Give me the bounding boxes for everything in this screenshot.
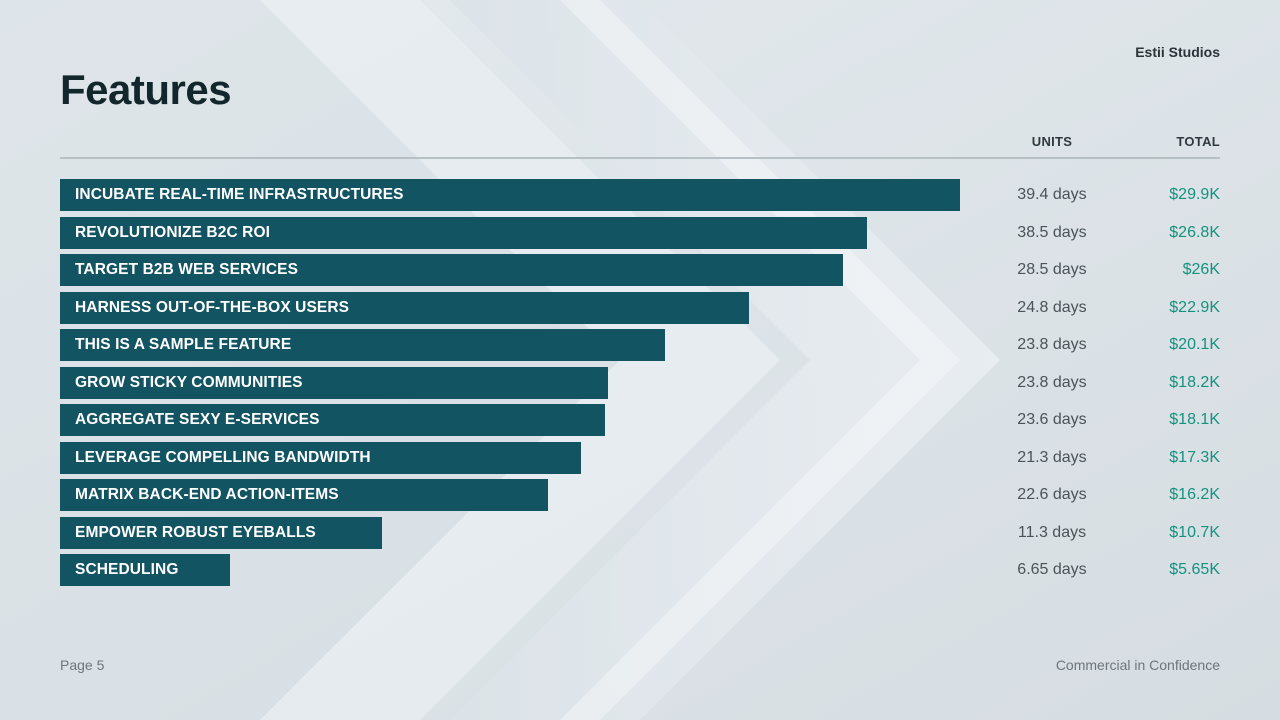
bar-row: Incubate real-time infrastructures 39.4 d…: [0, 179, 1280, 211]
total-value: $20.1K: [1169, 336, 1220, 353]
bar-label: Aggregate sexy e-services: [75, 411, 320, 428]
bar: [60, 329, 665, 361]
total-value: $17.3K: [1169, 448, 1220, 466]
total-value: $18.2K: [1169, 373, 1220, 391]
units-value: 6.65 days: [1017, 561, 1087, 578]
bar-label: Matrix back-end action-items: [75, 486, 339, 503]
page-number: Page 5: [60, 657, 105, 673]
bar-row: Revolutionize B2C ROI 38.5 days $26.8K: [0, 216, 1280, 249]
bar-label: Harness out-of-the-box users: [75, 298, 350, 316]
units-value: 23.6 days: [1017, 411, 1087, 428]
brand-name: Estii Studios: [1135, 44, 1220, 60]
units-value: 38.5 days: [1017, 223, 1087, 241]
total-value: $22.9K: [1169, 298, 1220, 316]
bar: [60, 479, 548, 511]
bar-row: Leverage compelling bandwidth 21.3 days $1…: [0, 441, 1280, 474]
bar-label: Leverage compelling bandwidth: [75, 448, 371, 466]
bar-row: Aggregate sexy e-services 23.6 days $18.1K: [0, 404, 1280, 436]
confidentiality-note: Commercial in Confidence: [1055, 657, 1220, 673]
bar-label: Revolutionize B2C ROI: [75, 223, 271, 241]
units-value: 23.8 days: [1017, 336, 1087, 353]
bar: [60, 441, 581, 474]
total-value: $26K: [1182, 261, 1220, 278]
bar: [60, 216, 867, 249]
units-value: 22.6 days: [1017, 486, 1087, 503]
units-value: 39.4 days: [1017, 186, 1087, 203]
bar-row: Empower robust eyeballs 11.3 days $10.7K: [0, 516, 1280, 549]
total-value: $10.7K: [1169, 523, 1220, 541]
bar: [60, 404, 605, 436]
total-column-header: TOTAL: [1176, 134, 1220, 149]
bar-row: Matrix back-end action-items 22.6 days $16…: [0, 479, 1280, 511]
bar: [60, 291, 749, 324]
bar: [60, 554, 230, 586]
total-value: $26.8K: [1169, 223, 1220, 241]
bar: [60, 254, 843, 286]
page-title: Features: [60, 66, 232, 113]
bar: [60, 516, 382, 549]
bar: [60, 366, 608, 399]
bar-label: Empower robust eyeballs: [75, 523, 316, 541]
bar-label: Target B2B web services: [75, 261, 299, 278]
bar-label: This is a sample feature: [75, 336, 292, 353]
units-column-header: UNITS: [1031, 134, 1073, 149]
bar: [60, 179, 960, 211]
bar-row: Harness out-of-the-box users 24.8 days $22…: [0, 291, 1280, 324]
bar-row: Grow sticky communities 23.8 days $18.2K: [0, 366, 1280, 399]
bar-row: This is a sample feature 23.8 days $20.1K: [0, 329, 1280, 361]
total-value: $16.2K: [1169, 486, 1220, 503]
bar-row: Scheduling 6.65 days $5.65K: [0, 554, 1280, 586]
units-value: 23.8 days: [1017, 373, 1087, 391]
units-value: 11.3 days: [1017, 523, 1087, 541]
units-value: 21.3 days: [1017, 448, 1087, 466]
bar-label: Incubate real-time infrastructures: [75, 186, 404, 203]
total-value: $5.65K: [1169, 561, 1220, 578]
bar-row: Target B2B web services 28.5 days $26K: [0, 254, 1280, 286]
header-divider: [60, 157, 1220, 159]
bar-label: Grow sticky communities: [75, 373, 303, 391]
units-value: 24.8 days: [1017, 298, 1087, 316]
units-value: 28.5 days: [1017, 261, 1087, 278]
bar-label: Scheduling: [75, 561, 179, 578]
total-value: $18.1K: [1169, 411, 1220, 428]
total-value: $29.9K: [1169, 186, 1220, 203]
